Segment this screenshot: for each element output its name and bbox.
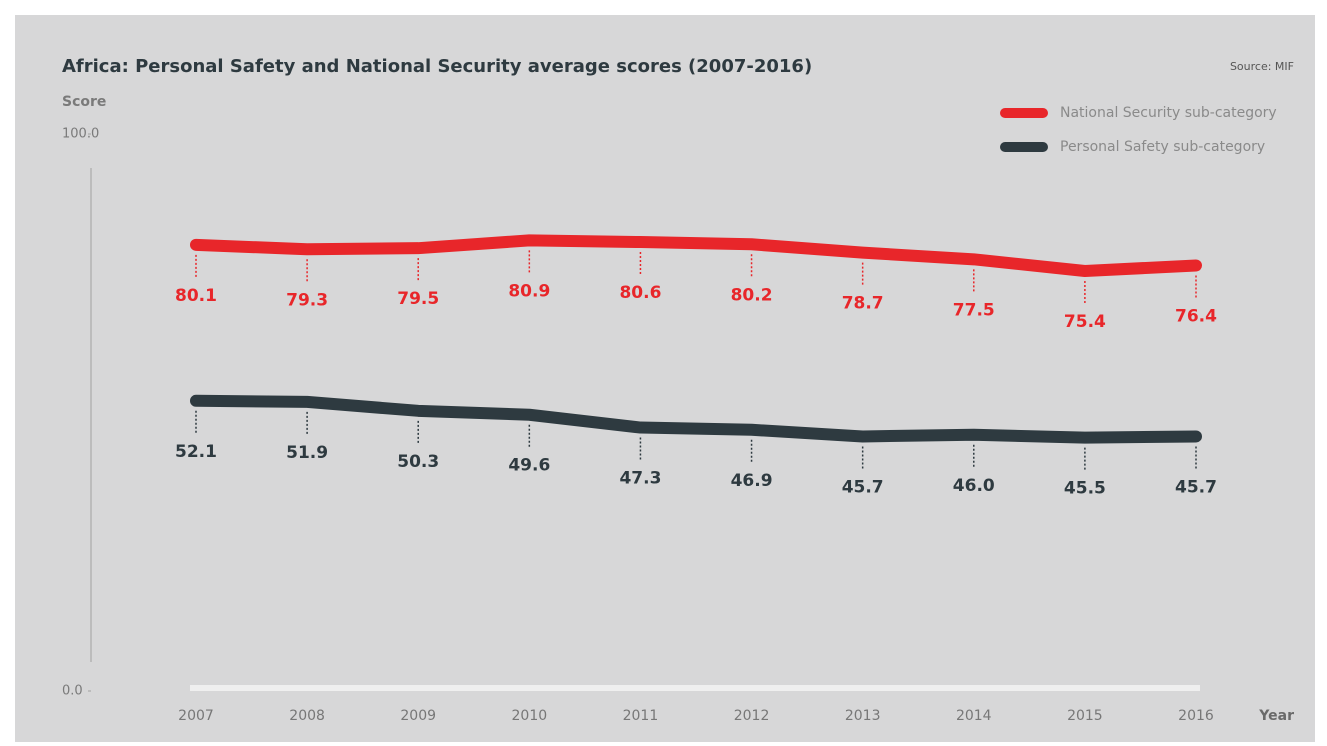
x-tick-label: 2011	[623, 708, 659, 724]
data-label: 45.7	[842, 477, 884, 497]
data-label: 45.5	[1064, 479, 1106, 499]
x-tick-label: 2016	[1178, 708, 1214, 724]
data-label: 80.2	[731, 285, 773, 305]
data-label: 50.3	[397, 452, 439, 472]
chart-title: Africa: Personal Safety and National Sec…	[62, 56, 812, 77]
data-label: 80.6	[619, 283, 661, 303]
data-label: 52.1	[175, 442, 217, 462]
x-tick-label: 2010	[512, 708, 548, 724]
legend-label: National Security sub-category	[1060, 105, 1277, 121]
data-label: 79.3	[286, 290, 328, 310]
data-label: 51.9	[286, 443, 328, 463]
y-tick-label: 100.0	[62, 127, 99, 142]
data-label: 80.1	[175, 286, 217, 306]
x-tick-label: 2012	[734, 708, 770, 724]
x-tick-label: 2014	[956, 708, 992, 724]
data-label: 46.9	[731, 471, 773, 491]
legend-label: Personal Safety sub-category	[1060, 139, 1265, 155]
x-tick-label: 2008	[289, 708, 325, 724]
data-label: 47.3	[619, 469, 661, 489]
data-label: 80.9	[508, 281, 550, 301]
y-tick-label: 0.0	[62, 684, 83, 699]
data-label: 79.5	[397, 289, 439, 309]
series-line	[190, 394, 1202, 444]
data-label: 49.6	[508, 456, 550, 476]
x-axis-label: Year	[1258, 708, 1294, 724]
panel	[15, 15, 1315, 742]
y-axis-label: Score	[62, 94, 106, 110]
x-tick-label: 2013	[845, 708, 881, 724]
data-label: 76.4	[1175, 306, 1217, 326]
data-label: 45.7	[1175, 477, 1217, 497]
x-tick-label: 2015	[1067, 708, 1103, 724]
x-tick-label: 2009	[400, 708, 436, 724]
data-label: 78.7	[842, 294, 884, 314]
source: Source: MIF	[1230, 60, 1294, 73]
data-label: 75.4	[1064, 312, 1106, 332]
data-label: 77.5	[953, 300, 995, 320]
data-label: 46.0	[953, 476, 995, 496]
series-line	[190, 234, 1202, 278]
x-tick-label: 2007	[178, 708, 214, 724]
